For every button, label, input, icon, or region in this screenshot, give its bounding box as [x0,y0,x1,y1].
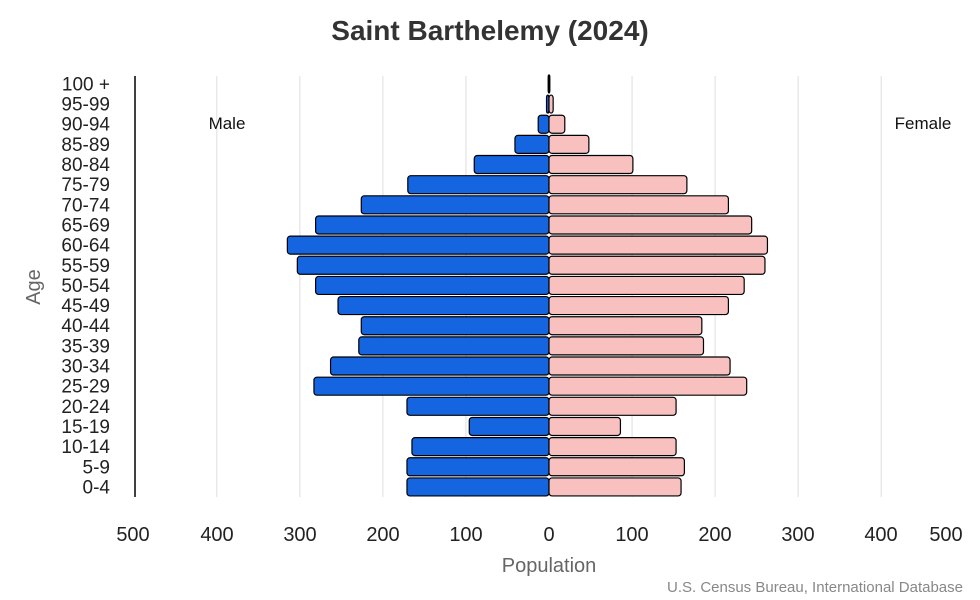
age-tick-label: 10-14 [61,437,110,458]
age-tick-labels: 0-45-910-1415-1920-2425-2930-3435-3940-4… [61,74,110,498]
population-tick-label: 400 [864,524,897,546]
female-bar-65-69 [548,215,753,235]
age-tick-label: 25-29 [61,377,110,398]
male-bar-40-44 [360,316,550,336]
male-bar-50-54 [315,275,550,296]
age-tick-label: 20-24 [61,397,110,418]
age-tick-label: 50-54 [61,276,110,297]
age-tick-label: 0-4 [83,477,111,498]
female-bar-35-39 [548,336,705,356]
female-bar-5-9 [548,457,685,477]
female-bar-75-79 [548,175,688,195]
female-bar-95-99 [548,94,554,114]
population-tick-label: 200 [366,524,399,546]
bars-group [286,74,769,497]
female-bar-45-49 [548,295,730,316]
x-axis-title: Population [502,555,597,577]
age-tick-label: 90-94 [61,115,110,136]
female-bar-60-64 [548,235,769,255]
female-bar-70-74 [548,195,730,215]
male-bar-75-79 [407,175,550,195]
population-tick-label: 300 [283,524,316,546]
male-bar-60-64 [286,235,550,255]
male-label: Male [209,114,246,133]
female-bar-20-24 [548,396,677,416]
male-bar-45-49 [337,295,550,316]
male-bar-55-59 [296,255,550,275]
age-tick-label: 100 + [62,74,110,95]
female-bar-80-84 [548,154,634,175]
age-tick-label: 35-39 [61,336,110,357]
male-bar-5-9 [406,457,550,477]
age-tick-label: 55-59 [61,256,110,277]
age-tick-label: 70-74 [61,195,110,216]
age-tick-label: 85-89 [61,135,110,156]
population-tick-label: 300 [781,524,814,546]
female-bar-85-89 [548,134,590,154]
population-tick-label: 0 [543,524,554,546]
male-bar-90-94 [537,114,550,134]
age-tick-label: 95-99 [61,95,110,116]
male-bar-25-29 [313,376,550,396]
population-tick-label: 100 [615,524,648,546]
age-tick-label: 80-84 [61,155,110,176]
female-bar-30-34 [548,356,731,376]
age-tick-label: 40-44 [61,316,110,337]
male-bar-15-19 [468,416,550,437]
population-tick-label: 500 [929,524,962,546]
female-bar-90-94 [548,114,566,134]
female-bar-55-59 [548,255,766,275]
male-bar-85-89 [514,134,550,154]
female-bar-100- [548,74,551,94]
male-bar-20-24 [406,396,550,416]
female-bar-10-14 [548,437,677,457]
population-tick-label: 100 [449,524,482,546]
chart-title: Saint Barthelemy (2024) [331,15,648,46]
female-bar-0-4 [548,477,682,497]
age-tick-label: 45-49 [61,296,110,317]
population-tick-label: 500 [116,524,149,546]
male-bar-35-39 [358,336,550,356]
male-bar-0-4 [406,477,550,497]
age-tick-label: 75-79 [61,175,110,196]
y-axis-title: Age [23,269,45,305]
female-bar-50-54 [548,275,745,296]
age-tick-label: 65-69 [61,215,110,236]
male-bar-70-74 [360,195,550,215]
source-caption: U.S. Census Bureau, International Databa… [667,579,963,596]
male-bar-10-14 [411,437,550,457]
male-bar-80-84 [473,154,550,175]
population-tick-label: 400 [200,524,233,546]
population-tick-labels: 500 400 300 200 100 0 100 200 300 400 500 [116,524,962,546]
age-tick-label: 5-9 [83,457,110,478]
female-bar-40-44 [548,316,703,336]
female-bar-15-19 [548,416,622,437]
age-tick-label: 15-19 [61,417,110,438]
female-label: Female [895,114,952,133]
male-bar-30-34 [329,356,550,376]
male-bar-65-69 [315,215,550,235]
age-tick-label: 30-34 [61,357,110,378]
female-bar-25-29 [548,376,748,396]
age-tick-label: 60-64 [61,236,110,257]
population-tick-label: 200 [698,524,731,546]
